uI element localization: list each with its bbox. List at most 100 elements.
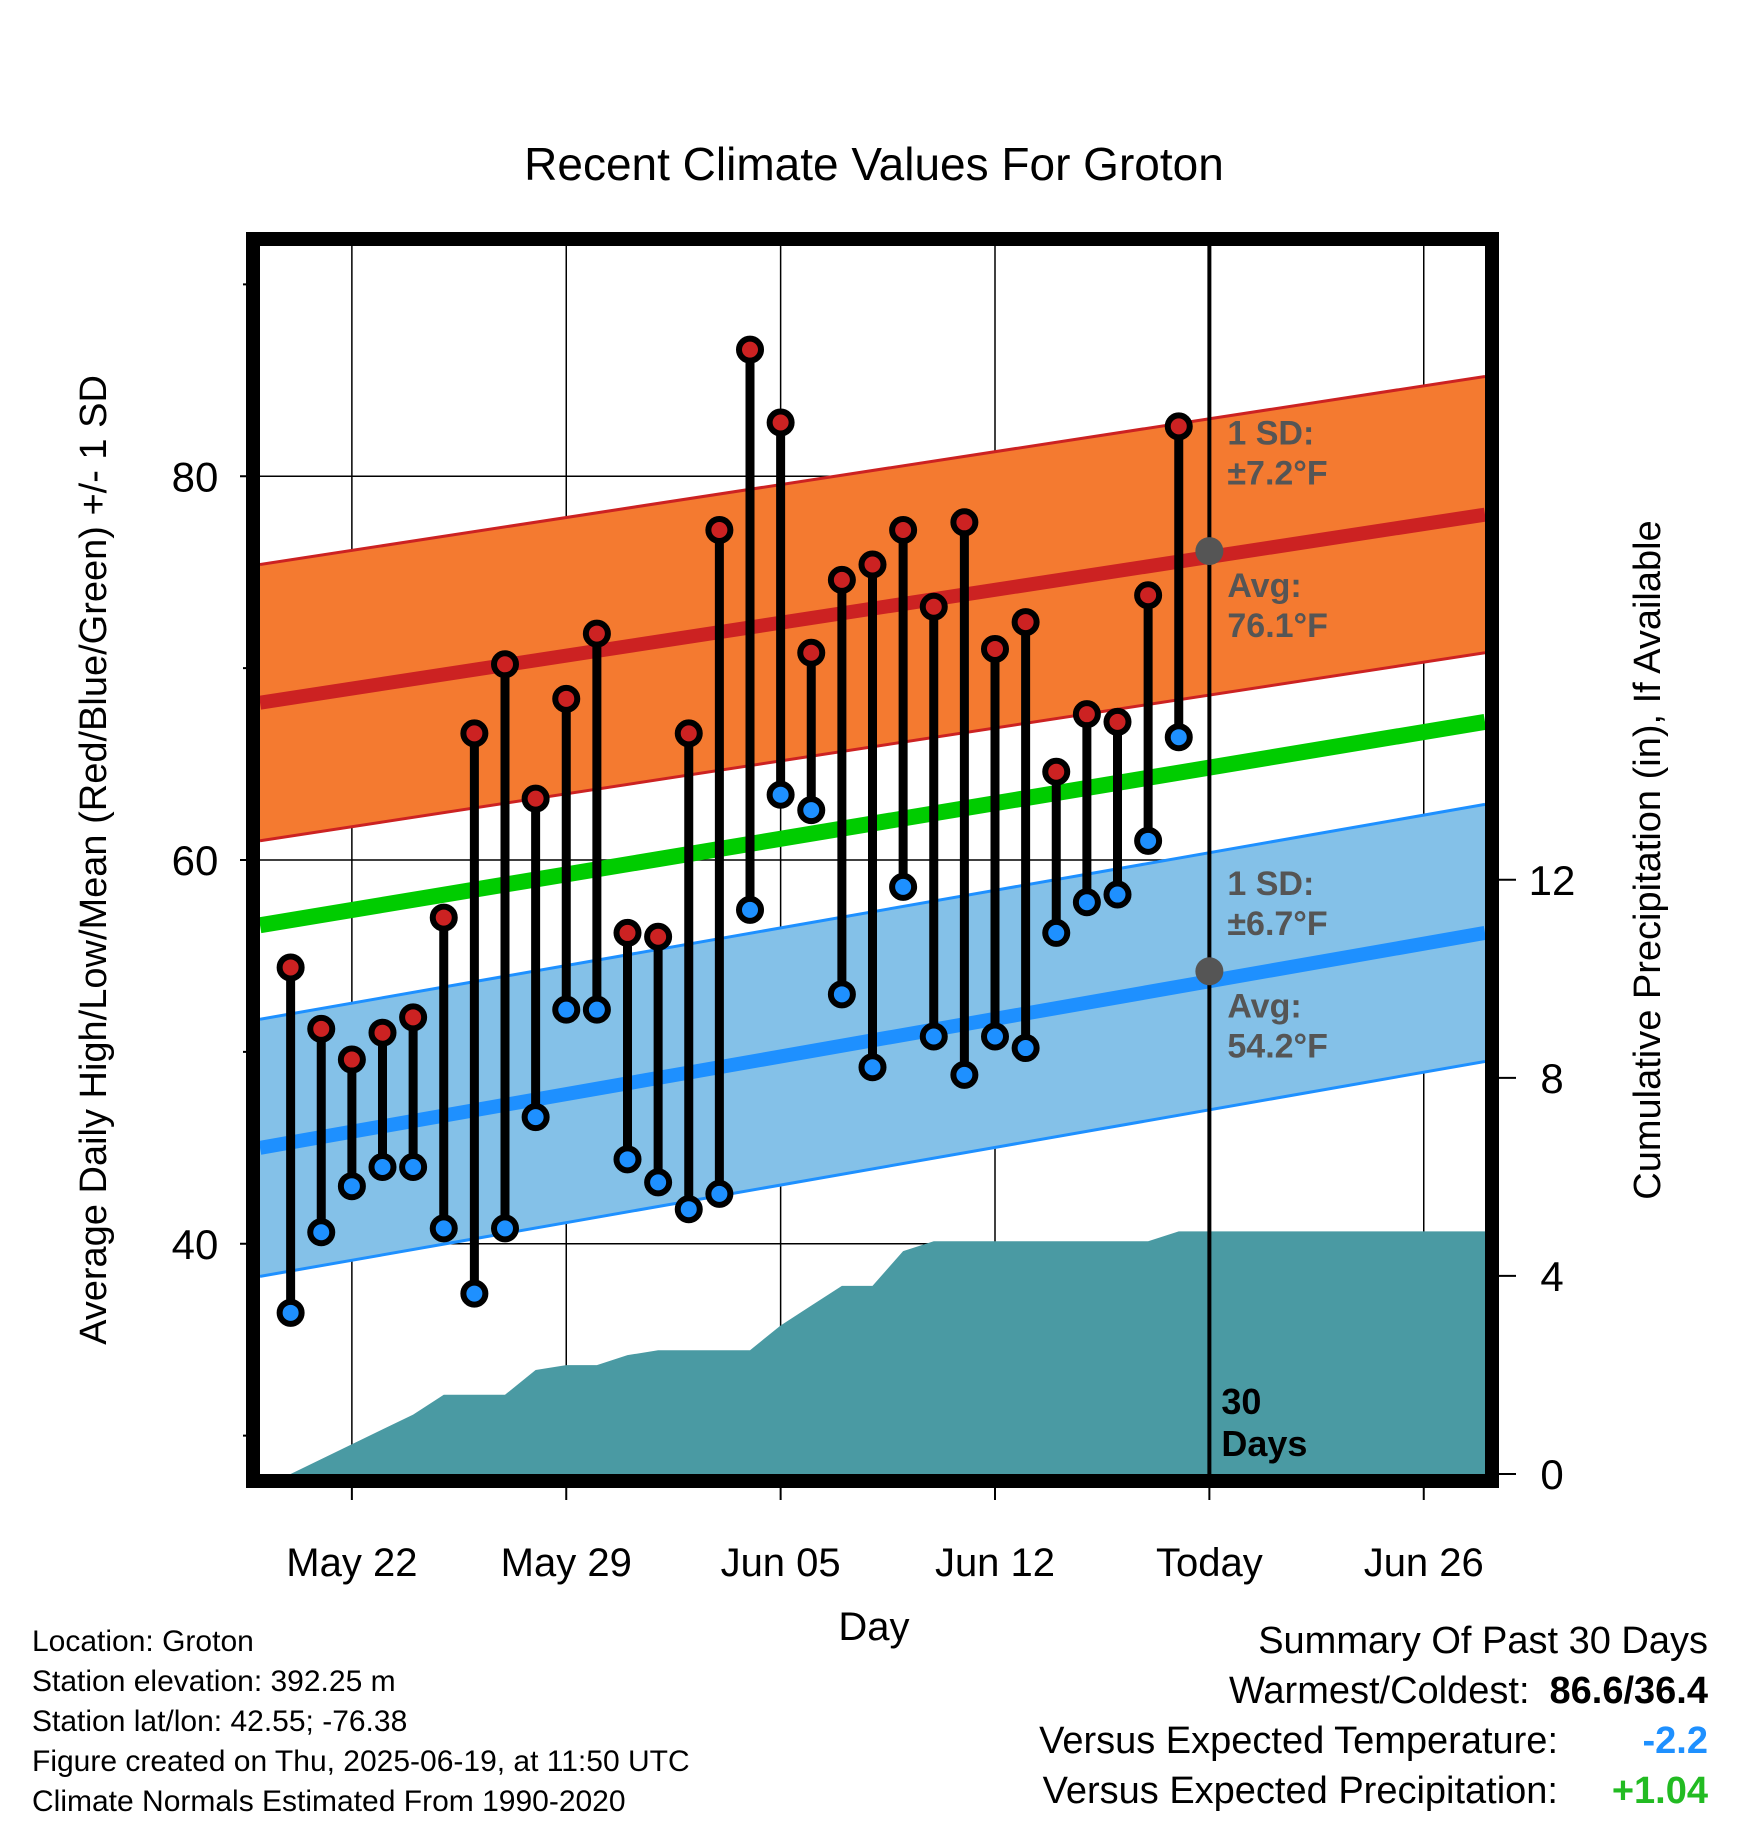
- daily-low-point: [858, 1053, 887, 1082]
- daily-high-point: [337, 1045, 366, 1074]
- y-right-axis-title: Cumulative Precipitation (in), If Availa…: [1627, 520, 1669, 1199]
- today-low-avg-marker: [1195, 957, 1224, 986]
- created-text: Figure created on Thu, 2025-06-19, at 11…: [32, 1745, 690, 1778]
- daily-low-point: [950, 1060, 979, 1089]
- temp-label: Versus Expected Temperature:: [1039, 1720, 1558, 1762]
- low-avg-annotation: 54.2°F: [1227, 1027, 1328, 1065]
- window-label: Days: [1221, 1423, 1307, 1464]
- daily-low-point: [644, 1168, 673, 1197]
- precip-value: +1.04: [1611, 1770, 1708, 1812]
- x-tick-label: Jun 26: [1364, 1541, 1484, 1585]
- y-left-tick-label: 40: [172, 1221, 219, 1268]
- daily-high-point: [521, 784, 550, 813]
- daily-high-point: [307, 1014, 336, 1043]
- warmest-label: Warmest/Coldest:: [1228, 1670, 1530, 1712]
- high-avg-annotation: Avg:: [1227, 567, 1301, 605]
- daily-low-point: [429, 1214, 458, 1243]
- summary-panel: Summary Of Past 30 Days Warmest/Coldest:…: [1039, 1616, 1708, 1816]
- daily-low-point: [919, 1022, 948, 1051]
- daily-high-point: [582, 619, 611, 648]
- low-sd-annotation: ±6.7°F: [1227, 905, 1327, 943]
- today-high-avg-marker: [1195, 537, 1224, 566]
- daily-low-point: [337, 1172, 366, 1201]
- normals-text: Climate Normals Estimated From 1990-2020: [32, 1785, 626, 1818]
- plot-area: [260, 246, 1485, 1474]
- station-info: Location: Groton Station elevation: 392.…: [32, 1622, 690, 1822]
- daily-high-point: [399, 1003, 428, 1032]
- daily-low-point: [1042, 918, 1071, 947]
- daily-high-point: [276, 953, 305, 982]
- summary-temp-row: Versus Expected Temperature: -2.2: [1039, 1716, 1708, 1766]
- daily-high-point: [491, 650, 519, 679]
- precip-area: [290, 1231, 1485, 1474]
- daily-low-point: [368, 1153, 397, 1181]
- daily-high-point: [858, 550, 887, 579]
- daily-high-point: [1011, 608, 1040, 637]
- precip-label: Versus Expected Precipitation:: [1042, 1770, 1558, 1812]
- low-sd-annotation: 1 SD:: [1227, 865, 1314, 903]
- daily-high-point: [950, 508, 979, 537]
- daily-low-point: [399, 1153, 428, 1181]
- daily-low-point: [276, 1298, 305, 1327]
- x-tick-label: May 22: [286, 1541, 417, 1585]
- warmest-value: 86.6/36.4: [1549, 1670, 1708, 1712]
- daily-low-point: [1134, 826, 1163, 855]
- daily-low-point: [582, 995, 611, 1024]
- daily-high-point: [705, 515, 734, 544]
- daily-high-point: [827, 565, 856, 594]
- y-right-tick-label: 0: [1540, 1451, 1563, 1498]
- daily-high-point: [429, 903, 458, 932]
- daily-low-point: [1011, 1034, 1040, 1063]
- window-label: 30: [1221, 1381, 1261, 1422]
- x-tick-label: Jun 12: [935, 1541, 1055, 1585]
- daily-high-point: [1072, 700, 1101, 729]
- daily-high-point: [981, 634, 1009, 663]
- daily-high-point: [674, 719, 703, 748]
- daily-low-point: [307, 1218, 336, 1247]
- chart-title: Recent Climate Values For Groton: [524, 138, 1224, 190]
- location-text: Location: Groton: [32, 1625, 254, 1658]
- daily-high-point: [460, 719, 489, 748]
- high-sd-annotation: 1 SD:: [1227, 415, 1314, 453]
- daily-low-point: [491, 1214, 519, 1243]
- x-tick-label: May 29: [501, 1541, 632, 1585]
- daily-low-point: [1103, 880, 1132, 909]
- y-left-axis-title: Average Daily High/Low/Mean (Red/Blue/Gr…: [73, 375, 115, 1345]
- daily-low-point: [766, 780, 795, 809]
- daily-high-point: [919, 592, 948, 621]
- low-sd-band-lower-edge: [260, 1059, 1485, 1278]
- x-tick-label: Today: [1156, 1541, 1263, 1585]
- daily-high-point: [766, 408, 795, 437]
- temp-value: -2.2: [1642, 1720, 1708, 1762]
- daily-low-point: [736, 895, 764, 924]
- y-right-tick-label: 12: [1529, 857, 1576, 904]
- daily-low-point: [460, 1279, 489, 1308]
- daily-low-point: [613, 1145, 642, 1174]
- daily-low-point: [552, 995, 581, 1024]
- daily-high-point: [644, 922, 673, 951]
- latlon-text: Station lat/lon: 42.55; -76.38: [32, 1705, 408, 1738]
- x-tick-label: Jun 05: [721, 1541, 841, 1585]
- daily-low-point: [889, 872, 918, 901]
- y-right-tick-label: 8: [1540, 1055, 1563, 1102]
- daily-low-point: [521, 1103, 550, 1132]
- summary-title: Summary Of Past 30 Days: [1258, 1620, 1708, 1662]
- daily-high-point: [552, 684, 581, 713]
- daily-high-point: [1164, 412, 1193, 441]
- high-sd-annotation: ±7.2°F: [1227, 455, 1327, 493]
- y-right-tick-label: 4: [1540, 1253, 1563, 1300]
- daily-low-point: [705, 1179, 734, 1208]
- daily-high-point: [1042, 757, 1071, 786]
- high-avg-annotation: 76.1°F: [1227, 607, 1328, 645]
- daily-low-point: [1164, 723, 1193, 752]
- daily-high-point: [736, 335, 764, 364]
- daily-low-point: [981, 1022, 1009, 1051]
- high-sd-band-upper-edge: [260, 374, 1485, 566]
- daily-high-point: [613, 918, 642, 947]
- daily-low-point: [674, 1195, 703, 1224]
- daily-low-point: [797, 796, 826, 825]
- daily-high-point: [1134, 581, 1163, 610]
- daily-high-point: [889, 515, 918, 544]
